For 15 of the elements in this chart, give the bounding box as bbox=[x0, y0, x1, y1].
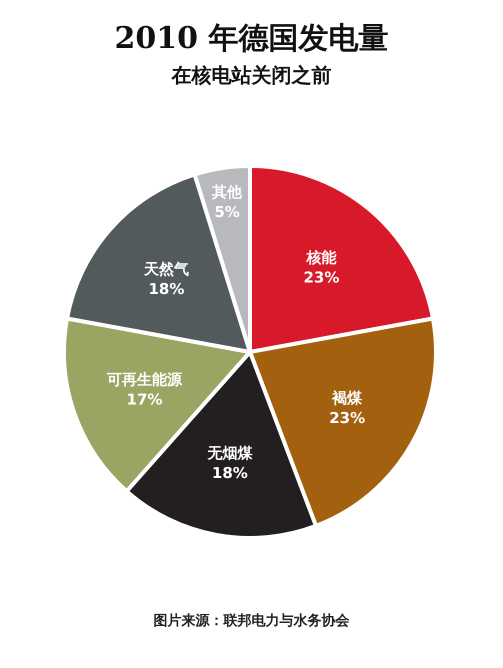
text: 图片来源：联邦电力与水务协会 bbox=[154, 613, 350, 629]
data-label: 17% bbox=[126, 390, 162, 408]
slice-label: 可再生能源 bbox=[106, 370, 184, 388]
data-label: 23% bbox=[303, 268, 340, 286]
slice-label: 其他 bbox=[211, 183, 244, 202]
data-label: 18% bbox=[148, 280, 184, 298]
slice-label: 褐煤 bbox=[331, 388, 364, 407]
data-label: 23% bbox=[329, 408, 366, 427]
slice-label: 核能 bbox=[305, 248, 338, 266]
chart-subtitle: 在核电站关闭之前 bbox=[170, 63, 332, 87]
data-label: 5% bbox=[214, 203, 240, 222]
data-label: 18% bbox=[212, 464, 248, 482]
slice-label: 天然气 bbox=[142, 260, 189, 278]
chart-title: 2010 年德国发电量 bbox=[114, 21, 388, 56]
slice-label: 无烟煤 bbox=[206, 444, 254, 462]
